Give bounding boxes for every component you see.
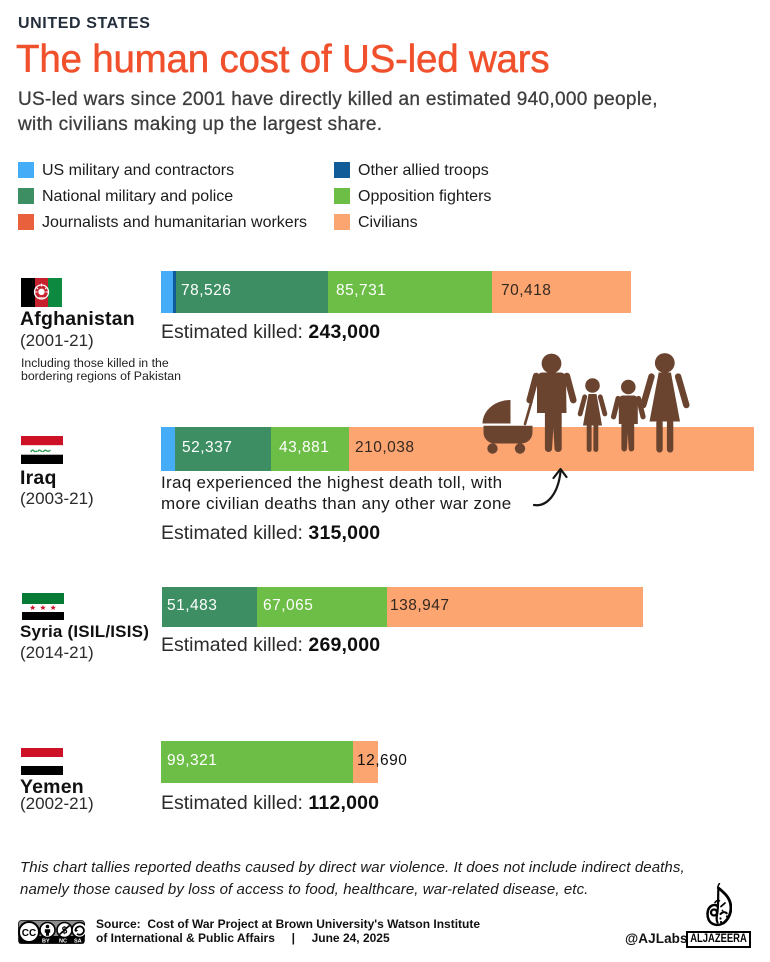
svg-text:NC: NC xyxy=(59,939,67,945)
svg-text:$: $ xyxy=(62,926,68,937)
svg-text:SA: SA xyxy=(74,939,82,945)
svg-text:BY: BY xyxy=(42,939,50,945)
svg-text:CC: CC xyxy=(22,928,36,939)
